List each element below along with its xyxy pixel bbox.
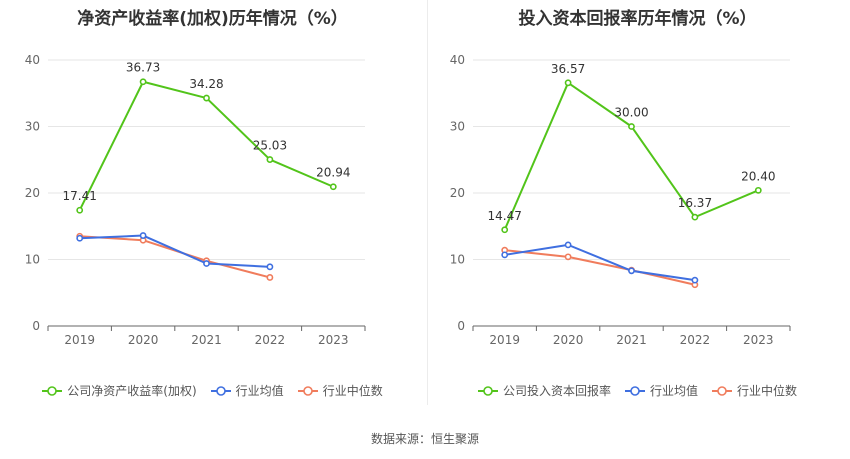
series-2-line [79, 235, 271, 279]
x-tick-label: 2020 [553, 333, 584, 347]
data-point[interactable] [691, 213, 699, 221]
roe-chart-panel: 净资产收益率(加权)历年情况（%） 0 10 20 30 40 2019 2020 2021 2… [0, 0, 425, 410]
legend-marker-icon [210, 385, 231, 396]
data-label: 30.00 [614, 106, 648, 120]
data-point[interactable] [628, 267, 635, 275]
x-tick-label: 2023 [318, 333, 349, 347]
chart-legend: 公司净资产收益率(加权) 行业均值 行业中位数 [0, 382, 425, 399]
data-point[interactable] [754, 186, 762, 194]
y-tick-label: 40 [25, 53, 40, 67]
data-point[interactable] [266, 263, 274, 271]
y-tick-label: 30 [25, 120, 40, 134]
roic-chart-panel: 投入资本回报率历年情况（%） 0 10 20 30 40 2019 2020 2021 2022… [425, 0, 850, 410]
data-point[interactable] [76, 206, 84, 214]
data-label: 17.41 [63, 189, 97, 203]
data-point[interactable] [564, 253, 572, 261]
legend-label: 公司投入资本回报率 [502, 384, 611, 398]
data-point[interactable] [691, 276, 699, 284]
x-tick-label: 2021 [616, 333, 647, 347]
roic-line-chart: 0 10 20 30 40 2019 2020 2021 2022 2023 14.47 36.57 3… [450, 53, 791, 347]
y-tick-label: 0 [457, 319, 465, 333]
x-tick-label: 2021 [191, 333, 222, 347]
legend-item[interactable]: 公司投入资本回报率 [477, 382, 611, 399]
legend-item[interactable]: 行业均值 [624, 382, 698, 399]
legend-item[interactable]: 公司净资产收益率(加权) [42, 382, 197, 399]
y-tick-label: 10 [450, 253, 465, 267]
y-tick-label: 10 [25, 253, 40, 267]
legend-label: 公司净资产收益率(加权) [67, 384, 197, 398]
data-label: 20.40 [741, 169, 775, 183]
legend-label: 行业均值 [649, 384, 698, 398]
data-point[interactable] [203, 260, 210, 267]
x-tick-label: 2023 [743, 333, 774, 347]
x-tick-label: 2022 [255, 333, 286, 347]
data-point[interactable] [266, 156, 274, 163]
chart-title: 投入资本回报率历年情况（%） [518, 9, 757, 29]
legend-marker-icon [477, 385, 498, 396]
legend-label: 行业均值 [235, 384, 284, 398]
y-tick-label: 40 [450, 53, 465, 67]
legend-item[interactable]: 行业均值 [210, 382, 284, 399]
data-source-note: 数据来源：恒生聚源 [370, 432, 479, 446]
legend-marker-icon [712, 385, 732, 396]
legend-marker-icon [624, 385, 645, 396]
data-point[interactable] [501, 226, 509, 234]
data-point[interactable] [76, 234, 84, 242]
series-1-line [79, 234, 270, 268]
data-label: 25.03 [253, 139, 287, 153]
data-label: 20.94 [316, 166, 350, 180]
x-tick-label: 2019 [64, 333, 95, 347]
data-point[interactable] [203, 94, 210, 102]
data-point[interactable] [139, 78, 147, 86]
series-2-line [504, 249, 696, 286]
x-tick-label: 2019 [489, 333, 520, 347]
data-point[interactable] [564, 79, 572, 87]
legend-label: 行业中位数 [737, 384, 798, 398]
x-tick-label: 2020 [128, 333, 159, 347]
legend-item[interactable]: 行业中位数 [297, 382, 383, 399]
data-label: 14.47 [488, 209, 522, 223]
y-tick-label: 30 [450, 120, 465, 134]
data-label: 16.37 [678, 196, 712, 210]
data-point[interactable] [564, 241, 572, 249]
legend-item[interactable]: 行业中位数 [712, 382, 797, 399]
data-point[interactable] [266, 274, 274, 281]
y-tick-label: 20 [450, 186, 465, 200]
legend-marker-icon [42, 385, 63, 396]
y-tick-label: 20 [25, 186, 40, 200]
data-label: 36.73 [126, 61, 160, 75]
y-tick-label: 0 [32, 319, 40, 333]
panel-divider [427, 0, 428, 405]
data-point[interactable] [139, 232, 147, 239]
data-label: 34.28 [189, 77, 223, 91]
data-point[interactable] [628, 123, 635, 130]
x-tick-label: 2022 [680, 333, 711, 347]
chart-legend: 公司投入资本回报率 行业均值 行业中位数 [425, 382, 850, 399]
legend-marker-icon [297, 385, 318, 396]
chart-title: 净资产收益率(加权)历年情况（%） [77, 9, 348, 29]
series-1-line [504, 243, 696, 282]
legend-label: 行业中位数 [322, 384, 383, 398]
data-point[interactable] [329, 183, 337, 191]
data-label: 36.57 [551, 62, 585, 76]
data-point[interactable] [501, 251, 509, 259]
roe-line-chart: 0 10 20 30 40 2019 2020 2021 2022 2023 17.41 36.73 3… [25, 53, 366, 347]
